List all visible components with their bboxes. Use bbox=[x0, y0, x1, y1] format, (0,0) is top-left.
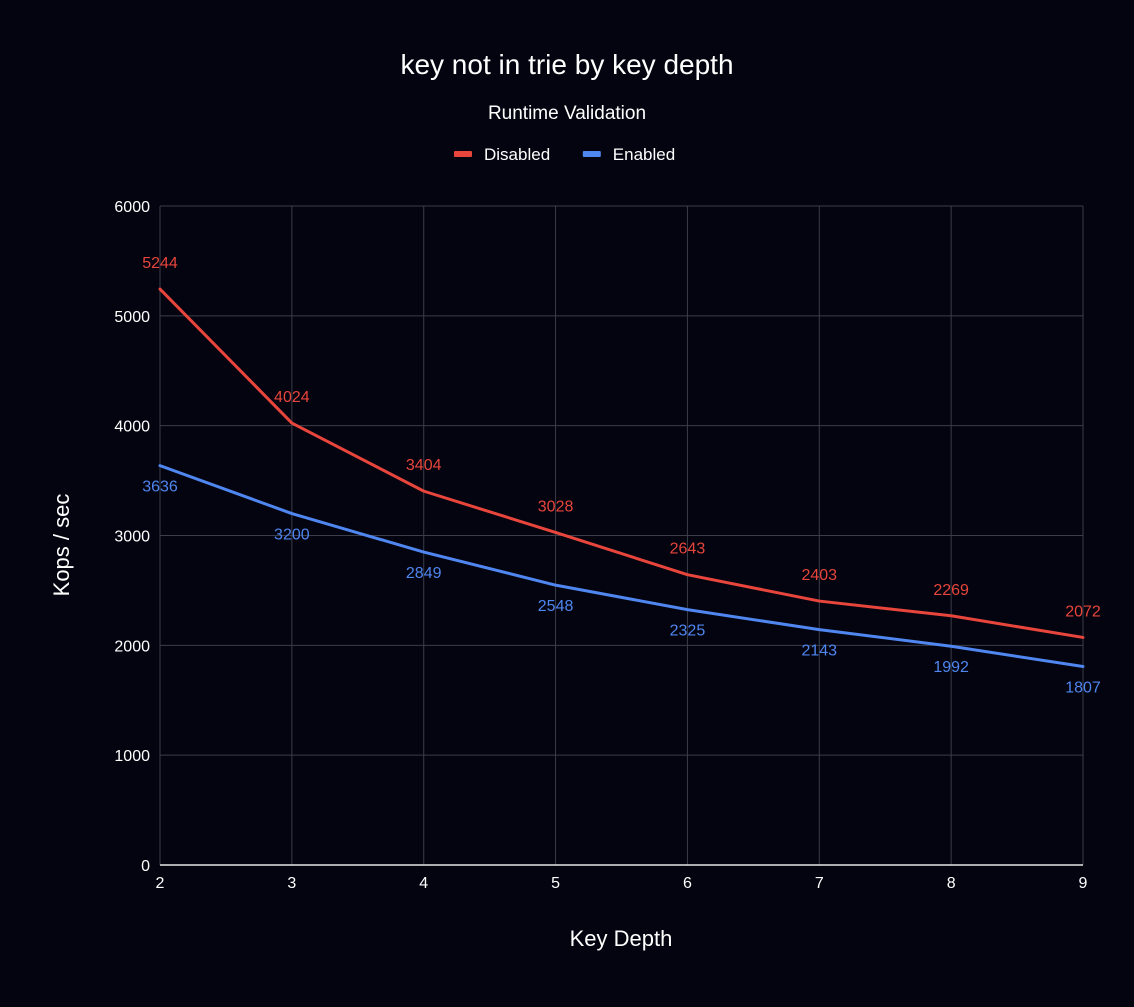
x-tick-label: 5 bbox=[551, 875, 560, 892]
data-label-disabled: 4024 bbox=[274, 389, 310, 406]
x-tick-label: 6 bbox=[683, 875, 692, 892]
data-label-disabled: 5244 bbox=[142, 255, 178, 272]
data-label-enabled: 1992 bbox=[933, 659, 969, 676]
x-tick-label: 8 bbox=[947, 875, 956, 892]
y-tick-label: 6000 bbox=[114, 199, 150, 216]
legend-label-disabled: Disabled bbox=[484, 145, 550, 164]
chart-title: key not in trie by key depth bbox=[400, 49, 733, 80]
data-label-enabled: 2548 bbox=[538, 598, 574, 615]
y-tick-label: 1000 bbox=[114, 748, 150, 765]
y-tick-label: 0 bbox=[141, 858, 150, 875]
legend-swatch-disabled bbox=[454, 151, 472, 157]
x-axis-label: Key Depth bbox=[570, 926, 673, 951]
y-tick-label: 2000 bbox=[114, 638, 150, 655]
y-axis-label: Kops / sec bbox=[49, 494, 74, 597]
data-label-disabled: 3028 bbox=[538, 498, 574, 515]
data-label-enabled: 2143 bbox=[801, 643, 837, 660]
data-label-disabled: 3404 bbox=[406, 457, 442, 474]
data-label-disabled: 2072 bbox=[1065, 603, 1101, 620]
x-tick-label: 7 bbox=[815, 875, 824, 892]
data-label-enabled: 1807 bbox=[1065, 680, 1101, 697]
data-label-enabled: 3636 bbox=[142, 479, 178, 496]
legend-label-enabled: Enabled bbox=[613, 145, 675, 164]
legend-swatch-enabled bbox=[582, 151, 601, 157]
data-label-enabled: 2849 bbox=[406, 565, 442, 582]
x-tick-label: 4 bbox=[419, 875, 428, 892]
x-tick-label: 3 bbox=[287, 875, 296, 892]
data-label-disabled: 2403 bbox=[801, 567, 837, 584]
series-line-disabled bbox=[158, 287, 1085, 639]
x-tick-label: 2 bbox=[156, 875, 165, 892]
y-tick-label: 5000 bbox=[114, 309, 150, 326]
x-tick-label: 9 bbox=[1079, 875, 1088, 892]
data-label-disabled: 2269 bbox=[933, 582, 969, 599]
legend-title: Runtime Validation bbox=[488, 103, 646, 124]
series-line-enabled bbox=[158, 464, 1085, 669]
data-label-enabled: 3200 bbox=[274, 527, 310, 544]
y-tick-label: 4000 bbox=[114, 419, 150, 436]
data-label-disabled: 2643 bbox=[670, 541, 706, 558]
y-tick-label: 3000 bbox=[114, 529, 150, 546]
data-label-enabled: 2325 bbox=[670, 623, 706, 640]
